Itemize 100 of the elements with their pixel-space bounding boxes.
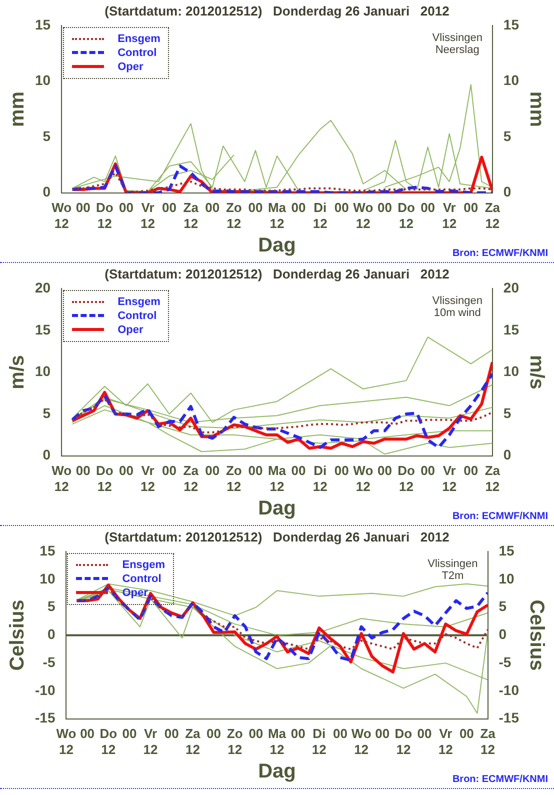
x-tick-label: 00 bbox=[205, 463, 220, 478]
x-tick-label: Wo 12 bbox=[52, 463, 72, 494]
x-tick-label: Zo 12 bbox=[226, 200, 242, 231]
x-tick-label: Vr 12 bbox=[442, 200, 457, 231]
x-tick-label: Za 12 bbox=[484, 463, 501, 494]
text: Bron: ECMWF/KNMI bbox=[452, 248, 548, 259]
x-tick-label: 00 bbox=[420, 463, 436, 478]
y-tick-label: 0 bbox=[42, 446, 51, 463]
y2-tick-label: 5 bbox=[503, 128, 512, 144]
x-axis-title: Dag bbox=[258, 760, 296, 783]
y2-axis-title: m/s bbox=[525, 354, 548, 390]
annotation: T2m bbox=[440, 570, 465, 582]
annotation: Vlissingen bbox=[432, 32, 482, 44]
x-tick-label: 00 bbox=[377, 463, 392, 478]
x-tick-label: Di 12 bbox=[312, 463, 328, 494]
y2-tick-label: -5 bbox=[498, 654, 512, 670]
x-tick-label: Wo 12 bbox=[52, 200, 72, 231]
x-tick-label: 00 bbox=[464, 463, 478, 478]
y2-tick-label: 10 bbox=[503, 363, 520, 380]
y2-tick-label: 10 bbox=[503, 72, 520, 88]
y2-tick-label: 20 bbox=[503, 279, 520, 296]
x-tick-label: Do 12 bbox=[394, 726, 412, 757]
x-tick-label: 00 bbox=[464, 200, 478, 216]
x-tick-label: 00 bbox=[122, 726, 137, 742]
x-tick-label: 00 bbox=[417, 726, 432, 742]
y2-tick-label: 5 bbox=[503, 404, 512, 421]
x-tick-label: 00 bbox=[248, 200, 263, 216]
y-tick-label: 0 bbox=[42, 184, 51, 200]
y-tick-label: -15 bbox=[35, 710, 56, 726]
y-tick-label: 10 bbox=[34, 72, 51, 88]
y2-axis-title: Celsius bbox=[525, 600, 548, 671]
legend-label: Control bbox=[122, 572, 162, 585]
y-tick-label: 15 bbox=[34, 16, 51, 32]
x-tick-label: Di 12 bbox=[312, 200, 328, 231]
x-tick-label: 00 bbox=[76, 200, 90, 216]
y-tick-label: 5 bbox=[42, 404, 51, 421]
legend-label: Control bbox=[118, 46, 157, 59]
x-axis-title: Dag bbox=[258, 234, 296, 257]
legend-label: Ensgem bbox=[122, 558, 166, 571]
legend-label: Oper bbox=[118, 60, 144, 73]
x-tick-label: Wo 12 bbox=[351, 726, 372, 757]
y-tick-label: 15 bbox=[40, 542, 56, 558]
x-tick-label: Za 12 bbox=[480, 726, 496, 757]
chart-title: (Startdatum: 2012012512) Donderdag 26 Januari 2012 bbox=[104, 529, 450, 544]
legend-label: Oper bbox=[118, 324, 144, 336]
x-tick-label: Ma 12 bbox=[268, 200, 287, 231]
x-tick-label: Za 12 bbox=[183, 463, 200, 494]
legend-label: Ensgem bbox=[118, 296, 160, 308]
x-tick-label: Ma 12 bbox=[268, 463, 287, 494]
x-tick-label: Zo 12 bbox=[226, 463, 242, 494]
chart-title: (Startdatum: 2012012512) Donderdag 26 Januari 2012 bbox=[104, 266, 450, 282]
x-tick-label: 00 bbox=[118, 200, 134, 216]
legend-label: Control bbox=[118, 310, 157, 322]
x-tick-label: Do 12 bbox=[96, 200, 114, 231]
y-tick-label: 10 bbox=[40, 570, 56, 586]
text: Bron: ECMWF/KNMI bbox=[452, 511, 548, 522]
y-tick-label: 0 bbox=[47, 626, 56, 642]
x-tick-label: Vr 12 bbox=[442, 463, 457, 494]
y-axis-title: mm bbox=[6, 91, 29, 127]
x-tick-label: Di 12 bbox=[312, 726, 326, 757]
y-tick-label: 5 bbox=[47, 598, 56, 614]
x-axis-title: Dag bbox=[258, 498, 296, 520]
y2-tick-label: 5 bbox=[498, 598, 507, 614]
y-tick-label: 10 bbox=[34, 363, 51, 380]
y2-tick-label: 15 bbox=[498, 542, 515, 558]
x-tick-label: Za 12 bbox=[185, 726, 202, 757]
x-tick-label: Wo 12 bbox=[56, 726, 76, 757]
x-tick-label: 00 bbox=[375, 726, 390, 742]
x-tick-label: 00 bbox=[334, 200, 349, 216]
y-tick-label: 20 bbox=[34, 279, 51, 296]
x-tick-label: Do 12 bbox=[398, 463, 415, 494]
x-tick-label: Za 12 bbox=[484, 200, 501, 231]
x-tick-label: 00 bbox=[164, 726, 179, 742]
y-tick-label: 5 bbox=[42, 128, 51, 144]
x-tick-label: 00 bbox=[248, 726, 264, 742]
x-tick-label: 00 bbox=[334, 463, 349, 478]
y2-tick-label: -10 bbox=[498, 682, 520, 698]
y-tick-label: -5 bbox=[42, 654, 56, 670]
x-tick-label: Wo 12 bbox=[353, 463, 374, 494]
x-tick-label: Zo 12 bbox=[226, 726, 243, 757]
text: Bron: ECMWF/KNMI bbox=[452, 774, 548, 785]
x-tick-label: Do 12 bbox=[398, 200, 415, 231]
x-tick-label: 00 bbox=[420, 200, 436, 216]
y2-tick-label: 10 bbox=[498, 570, 515, 586]
y2-tick-label: 0 bbox=[503, 184, 512, 200]
x-tick-label: 00 bbox=[206, 726, 222, 742]
x-tick-label: 00 bbox=[291, 200, 306, 216]
x-tick-label: 00 bbox=[332, 726, 348, 742]
y2-tick-label: 0 bbox=[503, 446, 512, 463]
y-tick-label: 15 bbox=[34, 321, 51, 338]
x-tick-label: Do 12 bbox=[96, 463, 114, 494]
x-tick-label: Wo 12 bbox=[353, 200, 374, 231]
annotation: Vlissingen bbox=[428, 558, 478, 570]
y2-tick-label: 15 bbox=[503, 16, 520, 32]
x-tick-label: 00 bbox=[459, 726, 474, 742]
y-axis-title: Celsius bbox=[6, 600, 29, 671]
x-tick-label: 00 bbox=[162, 463, 177, 478]
x-tick-label: 00 bbox=[205, 200, 220, 216]
x-tick-label: 00 bbox=[80, 726, 95, 742]
x-tick-label: 00 bbox=[291, 463, 306, 478]
